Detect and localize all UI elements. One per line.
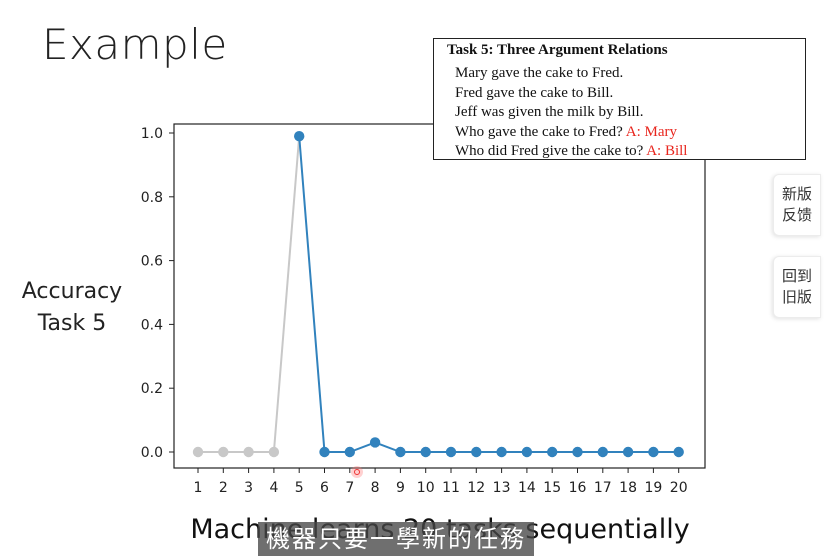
cursor-pointer-icon (351, 466, 363, 478)
task-question-text: Who did Fred give the cake to? (455, 143, 644, 159)
task-question: Who did Fred give the cake to? A: Bill (455, 142, 687, 162)
y-tick-label: 0.0 (141, 445, 163, 461)
data-point (572, 446, 583, 458)
data-point (471, 446, 482, 458)
y-tick-label: 0.4 (141, 317, 163, 333)
video-subtitle: 機器只要一學新的任務 (258, 522, 534, 556)
data-point (192, 446, 204, 458)
x-tick-label: 3 (244, 480, 253, 496)
x-tick-label: 17 (594, 480, 612, 496)
task-question: Who gave the cake to Fred? A: Mary (455, 123, 687, 143)
y-tick-label: 0.8 (141, 190, 163, 206)
task-box-title: Task 5: Three Argument Relations (447, 42, 668, 58)
data-point (243, 446, 254, 458)
x-tick-label: 4 (269, 480, 278, 496)
task-line-text: Fred gave the cake to Bill. (455, 84, 614, 101)
x-tick-label: 8 (371, 480, 380, 496)
x-tick-label: 12 (467, 480, 485, 496)
series-line-before (198, 136, 301, 453)
task-description-box: Task 5: Three Argument Relations Mary ga… (433, 38, 806, 160)
plot-frame (173, 123, 706, 469)
data-point (445, 446, 457, 458)
data-point (294, 130, 305, 142)
data-point (420, 446, 431, 458)
task-box-lines: Mary gave the cake to Fred. Fred gave th… (455, 64, 687, 162)
x-tick-label: 2 (219, 480, 228, 496)
back-label-line1: 回到 (781, 267, 812, 285)
x-tick-label: 13 (493, 480, 511, 496)
new-version-feedback-button[interactable]: 新版 反馈 (773, 174, 821, 236)
y-tick-label: 0.6 (141, 254, 163, 270)
feedback-label-line1: 新版 (781, 185, 812, 203)
x-tick-label: 16 (569, 480, 587, 496)
data-point (547, 446, 558, 458)
y-axis-description: Accuracy Task 5 (10, 276, 134, 340)
x-tick-label: 10 (417, 480, 435, 496)
data-point (369, 437, 381, 448)
task-question-text: Who gave the cake to Fred? (455, 123, 623, 140)
y-desc-line1: Accuracy (21, 279, 123, 304)
x-tick-label: 19 (644, 480, 662, 496)
task-line-text: Jeff was given the milk by Bill. (455, 104, 644, 120)
task-answer: A: Bill (646, 143, 688, 159)
data-point (319, 446, 330, 458)
x-tick-label: 15 (543, 480, 561, 496)
data-point (521, 446, 533, 458)
x-tick-label: 20 (670, 480, 688, 496)
x-tick-label: 9 (396, 480, 405, 496)
feedback-label-line2: 反馈 (781, 206, 812, 224)
x-tick-label: 7 (345, 480, 354, 496)
series-line-after (298, 136, 679, 453)
data-point (673, 446, 684, 458)
task-line: Jeff was given the milk by Bill. (455, 103, 687, 123)
y-tick-label: 1.0 (141, 126, 163, 142)
x-tick-label: 5 (295, 480, 304, 496)
x-tick-label: 6 (320, 480, 329, 496)
data-point (395, 446, 406, 458)
task-line-text: Mary gave the cake to Fred. (455, 65, 624, 81)
x-tick-label: 14 (518, 480, 536, 496)
task-line: Fred gave the cake to Bill. (455, 84, 687, 104)
slide-title: Example (42, 20, 228, 69)
data-point (622, 446, 634, 458)
task-answer: A: Mary (625, 123, 678, 140)
data-point (597, 446, 608, 458)
x-tick-label: 18 (619, 480, 637, 496)
data-point (648, 446, 659, 458)
y-tick-label: 0.2 (141, 381, 163, 397)
x-tick-label: 11 (442, 480, 460, 496)
x-tick-label: 1 (194, 480, 203, 496)
task-line: Mary gave the cake to Fred. (455, 64, 687, 84)
back-to-old-version-button[interactable]: 回到 旧版 (773, 256, 821, 318)
data-point (218, 446, 229, 458)
y-desc-line2: Task 5 (37, 311, 107, 336)
data-point (496, 446, 507, 458)
back-label-line2: 旧版 (781, 288, 812, 306)
data-point (268, 446, 280, 458)
data-point (344, 446, 355, 458)
